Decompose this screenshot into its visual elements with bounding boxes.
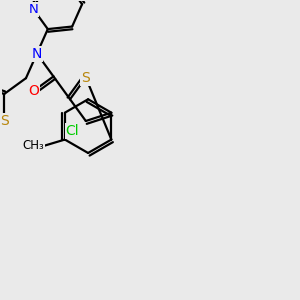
Text: O: O	[28, 84, 39, 98]
Text: N: N	[28, 3, 38, 16]
Text: S: S	[0, 114, 9, 128]
Text: N: N	[32, 46, 42, 61]
Text: Cl: Cl	[66, 124, 80, 138]
Text: CH₃: CH₃	[22, 140, 44, 152]
Text: S: S	[81, 70, 90, 85]
